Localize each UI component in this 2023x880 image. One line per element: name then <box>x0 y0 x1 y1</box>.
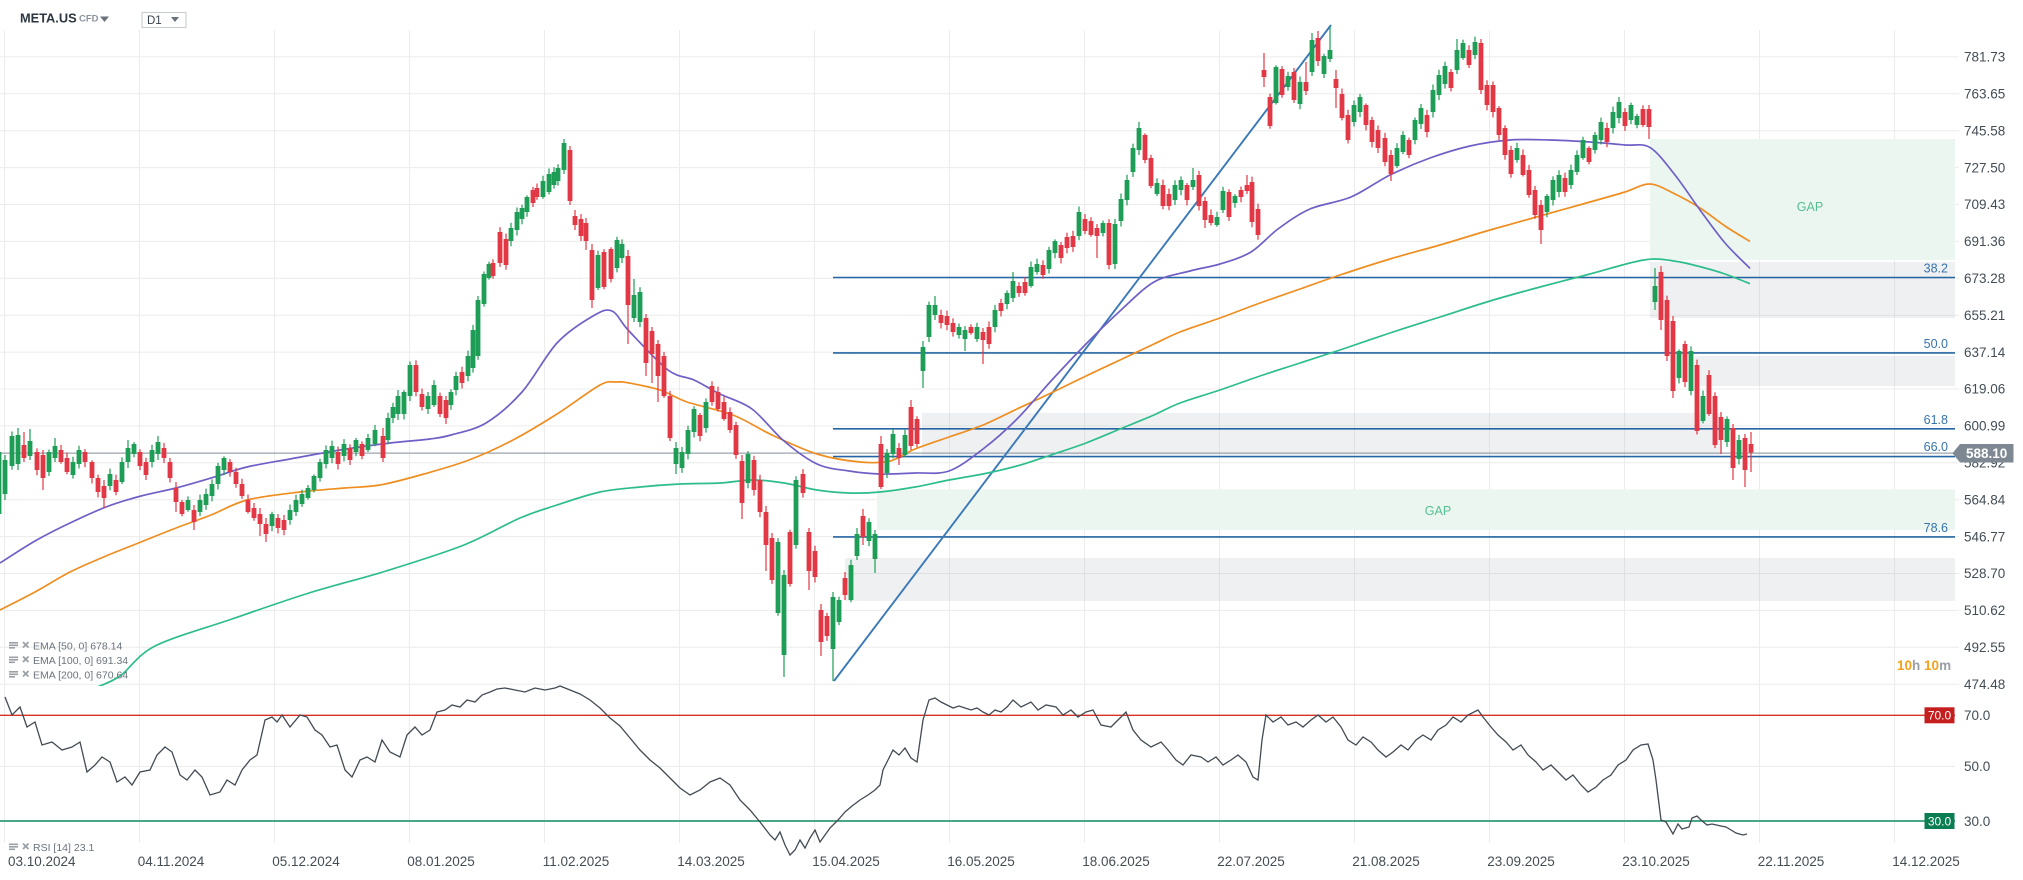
svg-text:11.02.2025: 11.02.2025 <box>543 854 610 869</box>
svg-text:709.43: 709.43 <box>1964 197 2005 212</box>
svg-text:50.0: 50.0 <box>1924 337 1948 351</box>
svg-text:38.2: 38.2 <box>1924 262 1948 276</box>
svg-text:04.11.2024: 04.11.2024 <box>138 854 205 869</box>
svg-text:781.73: 781.73 <box>1964 50 2005 65</box>
svg-text:655.21: 655.21 <box>1964 308 2005 323</box>
svg-text:08.01.2025: 08.01.2025 <box>407 854 475 869</box>
svg-text:14.12.2025: 14.12.2025 <box>1892 854 1960 869</box>
svg-text:619.06: 619.06 <box>1964 382 2005 397</box>
svg-text:528.70: 528.70 <box>1964 566 2005 581</box>
svg-text:EMA [200, 0] 670.64: EMA [200, 0] 670.64 <box>33 670 128 682</box>
svg-text:78.6: 78.6 <box>1924 521 1948 535</box>
svg-text:30.0: 30.0 <box>1964 814 1990 829</box>
svg-text:66.0: 66.0 <box>1924 440 1948 454</box>
svg-text:564.84: 564.84 <box>1964 492 2006 507</box>
svg-text:05.12.2024: 05.12.2024 <box>272 854 340 869</box>
svg-text:GAP: GAP <box>1797 200 1823 214</box>
svg-text:50.0: 50.0 <box>1964 759 1990 774</box>
svg-text:03.10.2024: 03.10.2024 <box>8 854 76 869</box>
svg-text:22.11.2025: 22.11.2025 <box>1758 854 1825 869</box>
svg-text:492.55: 492.55 <box>1964 640 2005 655</box>
svg-text:70.0: 70.0 <box>1964 708 1990 723</box>
svg-text:673.28: 673.28 <box>1964 271 2005 286</box>
svg-text:D1: D1 <box>147 15 162 27</box>
svg-text:META.US: META.US <box>20 11 77 26</box>
svg-text:70.0: 70.0 <box>1928 709 1952 723</box>
svg-text:CFD: CFD <box>79 14 99 25</box>
svg-text:474.48: 474.48 <box>1964 677 2005 692</box>
svg-text:588.10: 588.10 <box>1966 446 2007 461</box>
svg-text:691.36: 691.36 <box>1964 234 2005 249</box>
svg-text:763.65: 763.65 <box>1964 87 2005 102</box>
svg-text:21.08.2025: 21.08.2025 <box>1352 854 1420 869</box>
svg-text:14.03.2025: 14.03.2025 <box>677 854 745 869</box>
svg-text:61.8: 61.8 <box>1924 413 1948 427</box>
svg-text:637.14: 637.14 <box>1964 345 2006 360</box>
svg-text:30.0: 30.0 <box>1928 814 1952 828</box>
svg-text:EMA [100, 0] 691.34: EMA [100, 0] 691.34 <box>33 655 128 667</box>
svg-text:15.04.2025: 15.04.2025 <box>812 854 880 869</box>
svg-text:23.09.2025: 23.09.2025 <box>1487 854 1555 869</box>
svg-text:16.05.2025: 16.05.2025 <box>947 854 1015 869</box>
svg-text:RSI [14] 23.1: RSI [14] 23.1 <box>33 842 94 854</box>
svg-text:600.99: 600.99 <box>1964 419 2005 434</box>
svg-text:510.62: 510.62 <box>1964 603 2005 618</box>
svg-text:546.77: 546.77 <box>1964 529 2005 544</box>
svg-text:10h 10m: 10h 10m <box>1897 658 1951 673</box>
svg-text:18.06.2025: 18.06.2025 <box>1082 854 1150 869</box>
svg-text:GAP: GAP <box>1425 504 1451 518</box>
svg-text:22.07.2025: 22.07.2025 <box>1217 854 1285 869</box>
svg-text:727.50: 727.50 <box>1964 160 2005 175</box>
svg-text:EMA [50, 0] 678.14: EMA [50, 0] 678.14 <box>33 641 122 653</box>
svg-text:23.10.2025: 23.10.2025 <box>1622 854 1690 869</box>
svg-text:745.58: 745.58 <box>1964 123 2005 138</box>
